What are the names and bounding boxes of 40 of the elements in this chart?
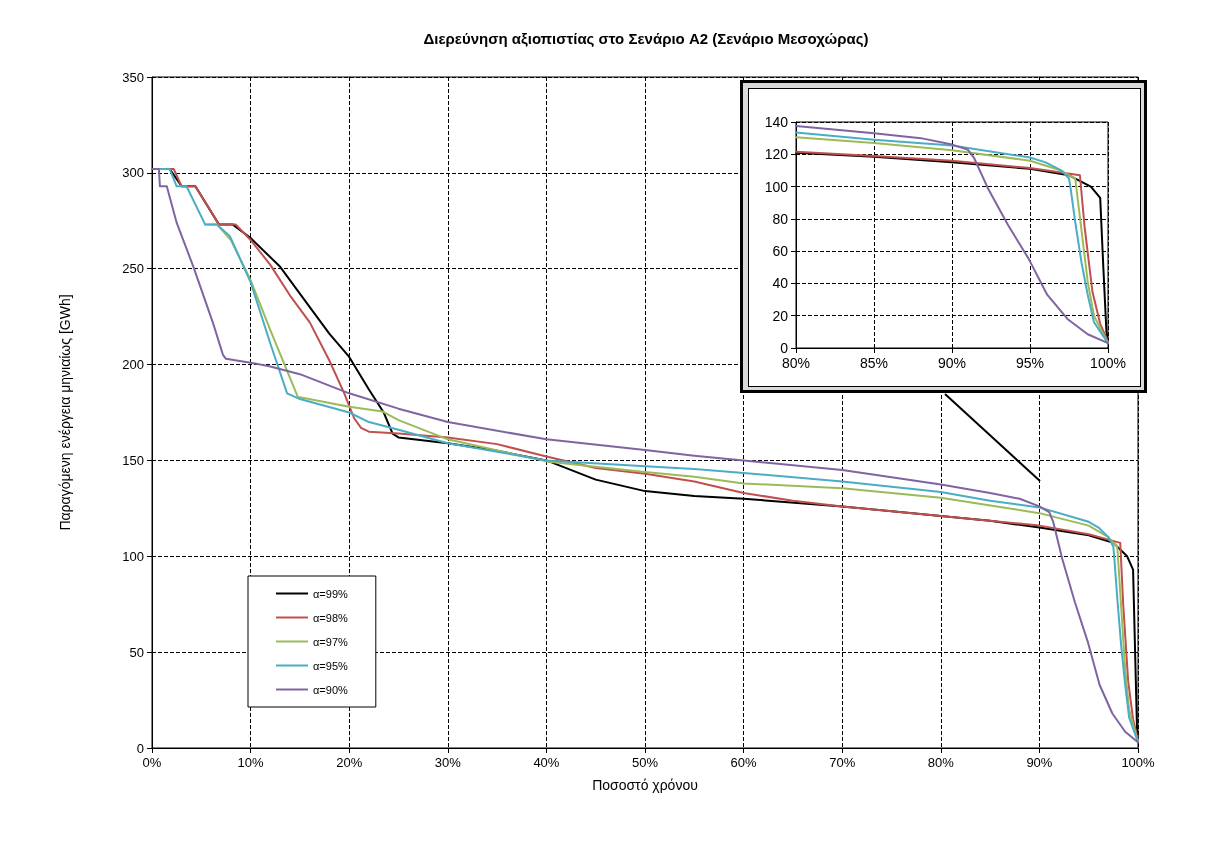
x-tick-label: 0%	[142, 755, 162, 770]
x-tick-label: 30%	[434, 755, 462, 770]
y-tick-label: 20	[772, 307, 789, 324]
y-tick-label: 200	[122, 357, 144, 373]
x-tick-label: 90%	[937, 355, 967, 371]
x-tick-label: 40%	[533, 755, 560, 770]
y-tick-label: 50	[129, 644, 144, 660]
legend-label: α=99%	[313, 587, 349, 600]
x-tick-label: 95%	[1015, 355, 1045, 371]
x-tick-label: 80%	[927, 755, 955, 770]
x-tick-label: 100%	[1090, 355, 1126, 371]
y-axis-title: Παραγόμενη ενέργεια μηνιαίως [GWh]	[57, 294, 73, 531]
legend-label: α=95%	[313, 659, 349, 672]
x-tick-label: 80%	[781, 355, 811, 371]
y-tick-label: 0	[136, 740, 144, 756]
y-tick-label: 140	[764, 114, 789, 130]
x-tick-label: 60%	[730, 755, 758, 770]
y-tick-label: 100	[122, 548, 144, 564]
x-tick-label: 70%	[829, 755, 856, 770]
legend-label: α=97%	[313, 635, 349, 648]
legend-label: α=98%	[313, 611, 349, 624]
y-tick-label: 80	[772, 210, 789, 227]
chart-title: Διερεύνηση αξιοπιστίας στο Σενάριο A2 (Σενάριο Μεσοχώρας)	[423, 30, 869, 47]
y-tick-label: 150	[122, 452, 144, 468]
y-tick-label: 250	[122, 261, 144, 277]
legend-label: α=90%	[313, 683, 349, 696]
x-tick-label: 90%	[1026, 755, 1053, 770]
x-tick-label: 50%	[631, 755, 659, 770]
y-tick-label: 350	[122, 69, 144, 85]
y-tick-label: 60	[772, 243, 789, 260]
x-axis-title: Ποσοστό χρόνου	[592, 777, 698, 793]
x-tick-label: 100%	[1121, 755, 1156, 770]
y-tick-label: 120	[764, 146, 789, 163]
x-tick-label: 20%	[336, 755, 363, 770]
x-tick-label: 85%	[859, 355, 889, 371]
y-tick-label: 100	[764, 178, 789, 195]
y-tick-label: 40	[772, 275, 789, 292]
y-tick-label: 0	[780, 340, 789, 356]
x-tick-label: 10%	[237, 755, 265, 770]
y-tick-label: 300	[122, 165, 144, 181]
